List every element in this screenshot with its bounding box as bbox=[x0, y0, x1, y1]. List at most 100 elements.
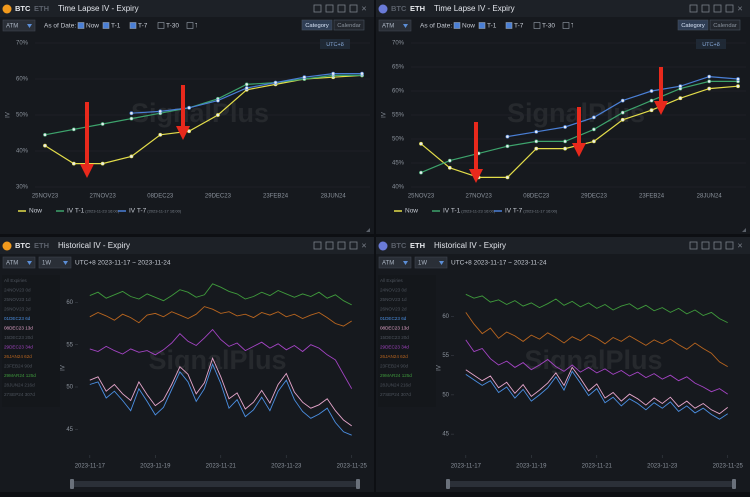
toolbar-icon[interactable] bbox=[689, 241, 698, 250]
checkbox[interactable] bbox=[453, 22, 461, 29]
toolbar-icon[interactable] bbox=[325, 241, 334, 250]
toggle-button[interactable] bbox=[333, 19, 365, 31]
select-box[interactable] bbox=[38, 256, 72, 269]
legend-entry[interactable]: 08DEC23 13d bbox=[4, 326, 33, 331]
sidebar-entry[interactable]: 25NOV23 1d bbox=[380, 297, 407, 302]
as-of-label: As of Date: bbox=[44, 23, 76, 30]
toolbar-icon[interactable] bbox=[713, 241, 722, 250]
legend-label[interactable]: IV T-7 bbox=[129, 208, 147, 215]
sidebar-entry[interactable]: 25NOV23 1d bbox=[4, 297, 31, 302]
toolbar-icon[interactable] bbox=[701, 241, 710, 250]
sidebar-entry[interactable]: 23FEB24 90d bbox=[4, 364, 33, 369]
legend-entry[interactable]: 01DEC23 6d bbox=[380, 316, 407, 321]
checkbox[interactable] bbox=[478, 22, 486, 29]
data-point bbox=[419, 170, 423, 175]
sidebar-entry[interactable]: 27SEP24 307d bbox=[380, 392, 411, 397]
select-box[interactable] bbox=[378, 256, 412, 269]
scrollbar-handle[interactable] bbox=[70, 479, 74, 489]
asset-tab[interactable]: ETH bbox=[410, 241, 425, 250]
legend-label[interactable]: IV T-1 bbox=[443, 208, 461, 215]
scrollbar-handle[interactable] bbox=[446, 479, 450, 489]
toolbar-icon[interactable] bbox=[313, 241, 322, 250]
toolbar-icon[interactable] bbox=[725, 4, 734, 13]
data-point bbox=[505, 134, 510, 139]
toolbar-icon[interactable] bbox=[349, 4, 358, 13]
checkbox[interactable] bbox=[186, 22, 194, 29]
sidebar-entry[interactable]: 28JUN24 216d bbox=[380, 383, 411, 388]
checkbox[interactable] bbox=[562, 22, 570, 29]
asset-tab[interactable]: BTC bbox=[15, 4, 31, 13]
asset-tab[interactable]: BTC bbox=[391, 241, 407, 250]
checkbox[interactable] bbox=[77, 22, 85, 29]
sidebar-entry[interactable]: 26NOV23 2d bbox=[380, 307, 407, 312]
sidebar-entry[interactable]: 23FEB24 90d bbox=[380, 364, 409, 369]
legend-entry[interactable]: 26JAN24 62d bbox=[380, 354, 408, 359]
asset-tab[interactable]: ETH bbox=[34, 4, 49, 13]
asset-tab[interactable]: BTC bbox=[15, 241, 31, 250]
select-box[interactable] bbox=[2, 19, 36, 32]
toggle-button[interactable] bbox=[709, 19, 741, 31]
y-tick-label: 30% bbox=[16, 185, 29, 191]
sidebar-entry[interactable]: 26NOV23 2d bbox=[4, 307, 31, 312]
data-point bbox=[505, 175, 510, 180]
checkbox[interactable] bbox=[505, 22, 513, 29]
coin-icon bbox=[378, 241, 388, 251]
historical-iv-panel: BTC ETH Historical IV - Expiry × ATM 1W UTC+8 … bbox=[376, 237, 750, 492]
asset-tab[interactable]: ETH bbox=[34, 241, 49, 250]
legend-label[interactable]: Now bbox=[29, 208, 42, 215]
sidebar-entry[interactable]: All Expiries bbox=[380, 278, 403, 283]
asset-tab[interactable]: ETH bbox=[410, 4, 425, 13]
sidebar-entry[interactable]: 28JUN24 216d bbox=[4, 383, 35, 388]
sidebar-entry[interactable]: 15DEC23 20d bbox=[380, 335, 409, 340]
toolbar-icon[interactable] bbox=[713, 4, 722, 13]
legend-entry[interactable]: 29MAR24 125d bbox=[380, 373, 412, 378]
legend-entry[interactable]: 29MAR24 125d bbox=[4, 373, 36, 378]
panel-title: Time Lapse IV - Expiry bbox=[434, 4, 515, 13]
toolbar-icon[interactable] bbox=[325, 4, 334, 13]
legend-entry[interactable]: 29DEC23 34d bbox=[4, 345, 33, 350]
scrollbar-track[interactable] bbox=[446, 481, 736, 487]
x-tick-label: 28JUN24 bbox=[697, 194, 723, 200]
sidebar-entry[interactable]: All Expiries bbox=[4, 278, 27, 283]
toolbar-icon[interactable] bbox=[337, 4, 346, 13]
x-tick-label: 08DEC23 bbox=[523, 194, 550, 200]
sidebar-entry[interactable]: 24NOV23 0d bbox=[4, 288, 31, 293]
scrollbar-track[interactable] bbox=[70, 481, 360, 487]
legend-timestamp: (2023-11-23 16:00) bbox=[461, 209, 496, 214]
y-tick-label: 40% bbox=[16, 149, 29, 155]
legend-entry[interactable]: 01DEC23 6d bbox=[4, 316, 31, 321]
scrollbar-handle[interactable] bbox=[356, 479, 360, 489]
asset-tab[interactable]: BTC bbox=[391, 4, 407, 13]
checkbox[interactable] bbox=[533, 22, 541, 29]
data-point bbox=[100, 122, 105, 126]
sidebar-entry[interactable]: 27SEP24 307d bbox=[4, 392, 35, 397]
toolbar-icon[interactable] bbox=[689, 4, 698, 13]
series-line bbox=[89, 328, 353, 389]
toggle-button[interactable] bbox=[301, 19, 333, 31]
checkbox[interactable] bbox=[102, 22, 110, 29]
sidebar-entry[interactable]: 15DEC23 20d bbox=[4, 335, 33, 340]
legend-label[interactable]: IV T-7 bbox=[505, 208, 523, 215]
legend-entry[interactable]: 29DEC23 34d bbox=[380, 345, 409, 350]
scrollbar-handle[interactable] bbox=[732, 479, 736, 489]
toolbar-icon[interactable] bbox=[701, 4, 710, 13]
checkbox[interactable] bbox=[157, 22, 165, 29]
sidebar-entry[interactable]: 24NOV23 0d bbox=[380, 288, 407, 293]
legend-label[interactable]: Now bbox=[405, 208, 418, 215]
date-range: UTC+8 2023-11-17 ~ 2023-11-24 bbox=[451, 260, 547, 267]
legend-entry[interactable]: 08DEC23 13d bbox=[380, 326, 409, 331]
select-box[interactable] bbox=[414, 256, 448, 269]
toolbar-icon[interactable] bbox=[337, 241, 346, 250]
toolbar-icon[interactable] bbox=[349, 241, 358, 250]
timezone-label: UTC+8 bbox=[326, 42, 344, 48]
toolbar-icon[interactable] bbox=[725, 241, 734, 250]
select-box[interactable] bbox=[2, 256, 36, 269]
legend-entry[interactable]: 26JAN24 62d bbox=[4, 354, 32, 359]
select-box[interactable] bbox=[378, 19, 412, 32]
toolbar-icon[interactable] bbox=[313, 4, 322, 13]
data-point bbox=[505, 144, 510, 149]
checkbox[interactable] bbox=[129, 22, 137, 29]
legend-label[interactable]: IV T-1 bbox=[67, 208, 85, 215]
toggle-button[interactable] bbox=[677, 19, 709, 31]
close-icon: × bbox=[737, 240, 742, 250]
